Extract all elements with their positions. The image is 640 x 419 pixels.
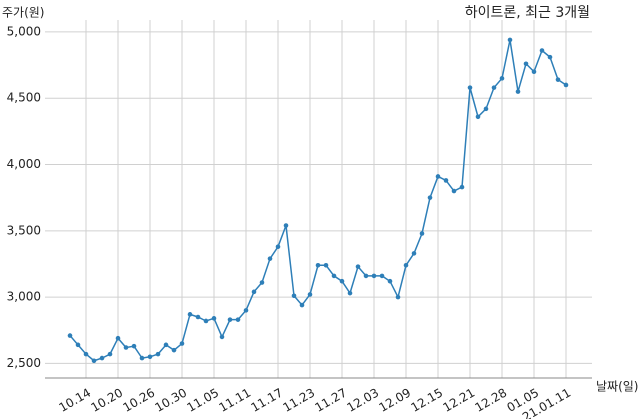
line bbox=[69, 39, 567, 362]
point bbox=[307, 292, 313, 297]
point bbox=[539, 48, 545, 53]
point bbox=[283, 223, 289, 228]
x-tick-label: 11.27 bbox=[312, 386, 349, 415]
point bbox=[483, 106, 489, 112]
point bbox=[171, 347, 177, 353]
point bbox=[299, 302, 305, 308]
x-tick-label: 10.20 bbox=[88, 386, 125, 415]
point bbox=[395, 294, 401, 300]
point bbox=[459, 184, 465, 190]
x-tick-label: 10.26 bbox=[120, 386, 157, 415]
point bbox=[91, 358, 97, 364]
point bbox=[555, 77, 561, 82]
point bbox=[235, 317, 241, 322]
point bbox=[315, 262, 321, 268]
point bbox=[259, 280, 265, 285]
point bbox=[323, 262, 329, 268]
point bbox=[251, 289, 257, 295]
point bbox=[147, 354, 153, 360]
point bbox=[379, 273, 385, 279]
x-tick-label: 12.21 bbox=[440, 386, 477, 415]
point bbox=[411, 251, 417, 256]
point bbox=[507, 37, 513, 43]
point bbox=[467, 85, 473, 90]
point bbox=[203, 318, 209, 324]
point bbox=[243, 308, 249, 313]
x-tick-label: 11.23 bbox=[280, 386, 317, 415]
point bbox=[107, 351, 113, 357]
point bbox=[219, 334, 225, 340]
point bbox=[531, 69, 537, 75]
point bbox=[371, 273, 377, 279]
x-tick-label: 11.17 bbox=[248, 386, 285, 415]
point bbox=[475, 114, 481, 120]
point bbox=[99, 355, 105, 361]
point bbox=[123, 345, 129, 350]
point bbox=[419, 231, 425, 236]
x-tick-label: 12.28 bbox=[472, 386, 509, 415]
y-axis-label: 주가(원) bbox=[2, 6, 44, 20]
point bbox=[443, 178, 449, 183]
point bbox=[547, 54, 553, 60]
x-tick-label: 10.30 bbox=[152, 386, 189, 415]
y-tick-label: 5,000 bbox=[7, 24, 41, 38]
point bbox=[427, 195, 433, 200]
point bbox=[187, 312, 193, 317]
point bbox=[139, 355, 145, 361]
point bbox=[227, 317, 233, 322]
point bbox=[515, 89, 521, 94]
point bbox=[155, 351, 161, 357]
point bbox=[499, 76, 505, 81]
point bbox=[131, 343, 137, 349]
x-tick-label: 10.14 bbox=[56, 386, 93, 415]
x-tick-label: 11.11 bbox=[216, 386, 253, 415]
y-tick-label: 4,000 bbox=[7, 157, 41, 171]
point bbox=[291, 293, 297, 299]
point bbox=[451, 188, 457, 194]
point bbox=[387, 278, 393, 284]
point bbox=[211, 316, 217, 321]
point bbox=[179, 341, 185, 346]
point bbox=[523, 61, 529, 67]
point bbox=[339, 278, 345, 284]
x-tick-label: 12.15 bbox=[408, 386, 445, 415]
point bbox=[363, 273, 369, 279]
chart-title: 하이트론, 최근 3개월 bbox=[465, 5, 590, 21]
point bbox=[355, 264, 361, 269]
point bbox=[331, 273, 337, 279]
y-tick-label: 4,500 bbox=[7, 91, 41, 105]
point bbox=[491, 85, 497, 90]
point bbox=[83, 351, 89, 357]
x-tick-label: 12.03 bbox=[344, 386, 381, 415]
point bbox=[75, 342, 81, 348]
point bbox=[347, 290, 353, 296]
point bbox=[267, 256, 273, 261]
point bbox=[275, 244, 281, 250]
y-tick-label: 2,500 bbox=[7, 356, 41, 370]
point bbox=[195, 314, 201, 320]
point bbox=[115, 335, 121, 341]
point bbox=[403, 262, 409, 268]
point bbox=[163, 342, 169, 348]
x-axis-label: 날짜(일) bbox=[596, 380, 638, 394]
y-tick-label: 3,000 bbox=[7, 290, 41, 304]
y-tick-label: 3,500 bbox=[7, 223, 41, 237]
point bbox=[67, 333, 73, 338]
point bbox=[563, 82, 569, 88]
x-tick-label: 12.09 bbox=[376, 386, 413, 415]
point bbox=[435, 174, 441, 179]
x-tick-label: 11.05 bbox=[184, 386, 221, 415]
